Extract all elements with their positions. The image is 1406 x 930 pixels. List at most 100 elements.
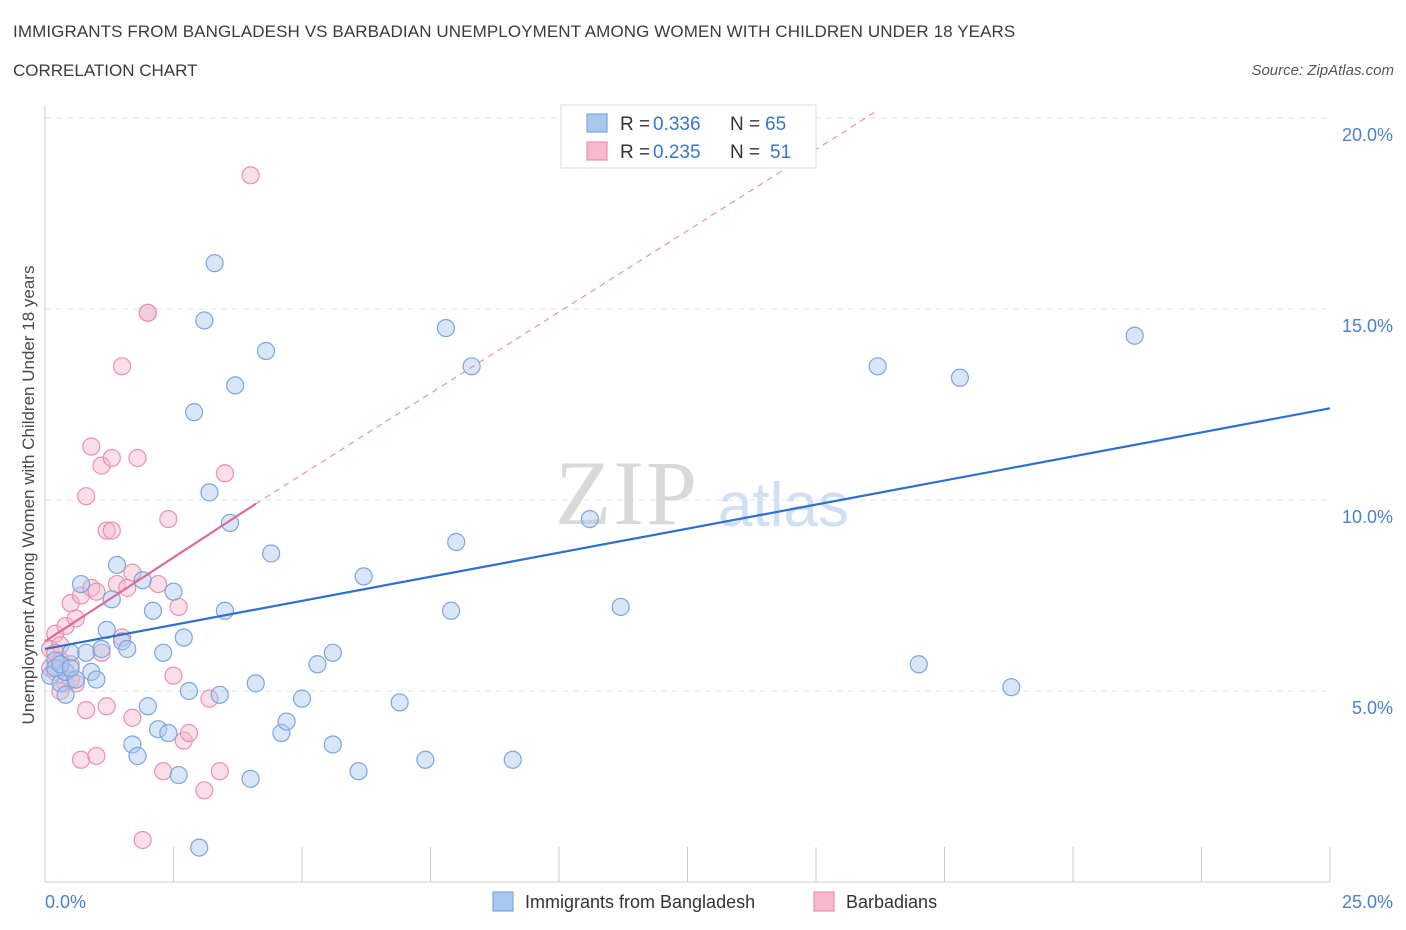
barbadians-point	[195, 781, 214, 800]
watermark-zip: ZIP	[555, 442, 699, 544]
bangladesh-point	[77, 643, 96, 662]
bangladesh-point	[1002, 678, 1021, 697]
barbadians-point	[123, 563, 142, 582]
bangladesh-point	[107, 555, 127, 575]
legend-n-value-blue: 65	[765, 114, 786, 135]
watermark-atlas: atlas	[718, 471, 849, 540]
bangladesh-point	[128, 746, 147, 766]
bangladesh-point	[868, 357, 887, 376]
bangladesh-point	[323, 643, 342, 662]
bangladesh-point	[226, 376, 245, 395]
barbadians-point	[66, 609, 85, 628]
barbadians-point	[87, 746, 106, 766]
barbadians-point	[179, 723, 199, 743]
bangladesh-point	[580, 509, 599, 529]
bangladesh-point	[210, 685, 229, 704]
barbadians-point	[71, 750, 91, 769]
bangladesh-point	[71, 574, 91, 594]
y-tick-label-5: 5.0%	[1352, 698, 1393, 718]
barbadians-point	[154, 762, 173, 781]
barbadians-point	[200, 689, 219, 708]
barbadians-point	[210, 762, 229, 781]
bangladesh-point	[272, 723, 291, 743]
barbadians-point	[123, 708, 142, 727]
barbadians-point	[215, 464, 234, 483]
bangladesh-point	[262, 544, 281, 563]
y-tick-labels: 20.0% 15.0% 10.0% 5.0%	[1342, 125, 1393, 718]
bangladesh-point	[174, 628, 193, 647]
bangladesh-point	[195, 311, 214, 330]
series-legend-label-bangladesh: Immigrants from Bangladesh	[525, 892, 755, 912]
y-tick-label-15: 15.0%	[1342, 316, 1393, 336]
bangladesh-point	[159, 723, 178, 743]
series-legend-label-barbadians: Barbadians	[846, 892, 937, 912]
legend-r-value-pink: 0.235	[653, 142, 701, 163]
source-label: Source: ZipAtlas.com	[1251, 62, 1394, 79]
chart-title: IMMIGRANTS FROM BANGLADESH VS BARBADIAN …	[13, 22, 1016, 41]
barbadians-point	[112, 357, 132, 376]
bangladesh-point	[143, 601, 163, 620]
bangladesh-point	[148, 720, 168, 739]
barbadians-point	[82, 437, 101, 456]
bangladesh-point	[123, 735, 142, 754]
barbadians-point	[97, 521, 116, 540]
bangladesh-point	[354, 567, 373, 586]
barbadians-point	[241, 166, 260, 185]
barbadians-point	[87, 582, 106, 601]
legend-n-value-pink: 51	[770, 142, 791, 163]
bangladesh-point	[308, 655, 327, 674]
bangladesh-point	[436, 319, 456, 338]
bangladesh-point	[205, 254, 224, 273]
bangladesh-point	[390, 693, 409, 712]
series-legend: Immigrants from Bangladesh Barbadians	[492, 891, 937, 912]
bangladesh-point	[184, 403, 204, 422]
barbadians-point	[102, 521, 121, 540]
barbadians-trend-extension	[255, 109, 879, 505]
bangladesh-trend-line	[44, 407, 1331, 651]
legend-swatch-blue	[586, 113, 608, 133]
legend-swatch-pink	[586, 141, 608, 161]
bangladesh-point	[277, 712, 296, 731]
bangladesh-point	[92, 639, 111, 659]
barbadians-points	[41, 166, 260, 850]
bangladesh-point	[118, 639, 137, 659]
barbadians-point	[169, 597, 188, 617]
legend-r-label-pink: R =	[620, 142, 655, 163]
barbadians-point	[102, 448, 121, 468]
bangladesh-point	[87, 670, 106, 689]
bangladesh-point	[950, 368, 970, 387]
bangladesh-point	[61, 658, 80, 678]
barbadians-point	[92, 456, 111, 475]
bangladesh-points	[41, 254, 1144, 857]
x-tick-label-min: 0.0%	[45, 892, 86, 912]
bangladesh-point	[138, 697, 157, 716]
bangladesh-point	[200, 483, 219, 502]
barbadians-point	[128, 448, 147, 468]
bangladesh-point	[462, 357, 481, 376]
x-tick-label-max: 25.0%	[1342, 892, 1393, 912]
bangladesh-point	[56, 685, 75, 704]
bangladesh-point	[66, 670, 85, 689]
bangladesh-point	[190, 838, 209, 857]
legend-n-label-pink: N =	[730, 142, 765, 163]
barbadians-point	[159, 509, 178, 529]
bangladesh-point	[246, 674, 265, 693]
bangladesh-point	[323, 735, 342, 754]
legend-n-label-blue: N =	[730, 114, 765, 135]
bangladesh-point	[154, 643, 173, 662]
trend-lines	[44, 109, 1331, 651]
bangladesh-point	[241, 769, 260, 788]
y-tick-label-20: 20.0%	[1342, 125, 1393, 145]
grid-lines	[45, 117, 1330, 692]
barbadians-point	[77, 487, 96, 506]
chart-subtitle: CORRELATION CHART	[13, 61, 198, 80]
bangladesh-point	[169, 765, 188, 785]
bangladesh-point	[256, 341, 276, 361]
series-legend-swatch-bangladesh	[492, 891, 514, 912]
bangladesh-point	[349, 762, 368, 781]
legend-r-value-blue: 0.336	[653, 114, 701, 135]
barbadians-point	[133, 830, 152, 850]
barbadians-point	[97, 697, 116, 716]
bangladesh-point	[164, 582, 183, 601]
